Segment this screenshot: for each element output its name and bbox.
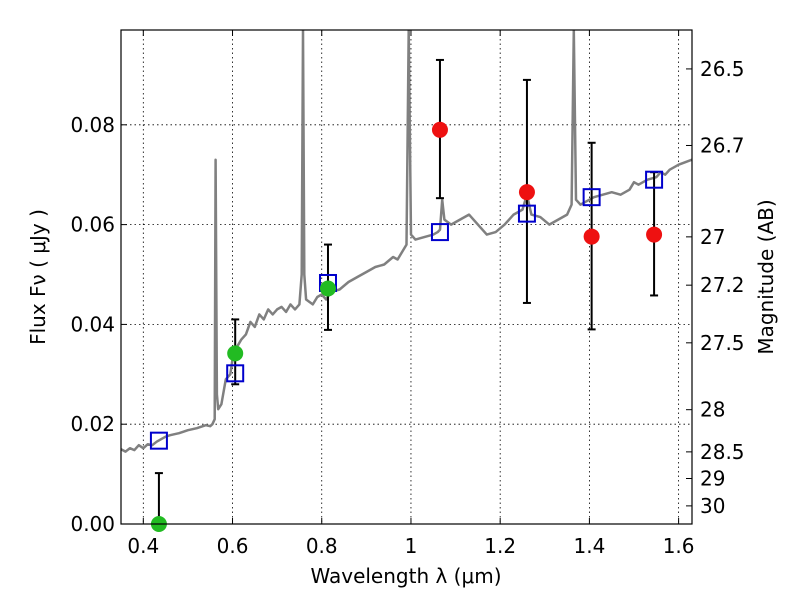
model-square-point — [226, 364, 245, 383]
x-tick-label: 1.6 — [663, 534, 695, 558]
mag-tick-label: 27.5 — [700, 331, 745, 355]
y2-axis-label: Magnitude (AB) — [754, 199, 778, 354]
mag-tick-label: 28.5 — [700, 440, 745, 464]
model-square-point — [430, 223, 449, 242]
x-tick-label: 1.2 — [484, 534, 516, 558]
model-square-point — [517, 204, 536, 223]
x-tick-label: 0.6 — [217, 534, 249, 558]
green-data-point — [227, 345, 244, 362]
model-square-point — [582, 188, 601, 207]
y-tick-label: 0.04 — [70, 312, 115, 336]
mag-tick-label: 26.5 — [700, 57, 745, 81]
mag-tick-label: 30 — [700, 494, 725, 518]
spectrum-layer — [121, 30, 692, 453]
x-tick-label: 0.4 — [127, 534, 159, 558]
model-square-point — [645, 170, 664, 189]
green-data-point — [319, 280, 336, 297]
y-axis-label: Flux Fν ( μJy ) — [26, 209, 50, 345]
mag-tick-label: 26.7 — [700, 133, 745, 157]
plot-frame — [120, 29, 693, 525]
spectrum-line — [121, 30, 692, 453]
x-tick-label: 1.4 — [573, 534, 605, 558]
mag-tick-label: 29 — [700, 466, 725, 490]
y-tick-label: 0.02 — [70, 412, 115, 436]
y-tick-label: 0.08 — [70, 113, 115, 137]
red-data-point — [646, 226, 663, 243]
mag-tick-label: 27 — [700, 225, 725, 249]
x-tick-label: 0.8 — [306, 534, 338, 558]
y-tick-label: 0.00 — [70, 512, 115, 536]
model-square-point — [149, 431, 168, 450]
tick-layer: 0.4 0.6 0.8 1 1.2 1.4 1.6 0.00 0.02 0.04 0.06 0.08 2… — [70, 30, 745, 558]
red-data-point — [518, 184, 535, 201]
x-tick-label: 1 — [405, 534, 418, 558]
mag-tick-label: 27.2 — [700, 273, 745, 297]
y-tick-label: 0.06 — [70, 213, 115, 237]
grid-layer — [121, 30, 692, 525]
mag-tick-label: 28 — [700, 398, 725, 422]
red-data-point — [583, 228, 600, 245]
x-axis-label: Wavelength λ (μm) — [310, 564, 501, 588]
red-data-point — [431, 121, 448, 138]
